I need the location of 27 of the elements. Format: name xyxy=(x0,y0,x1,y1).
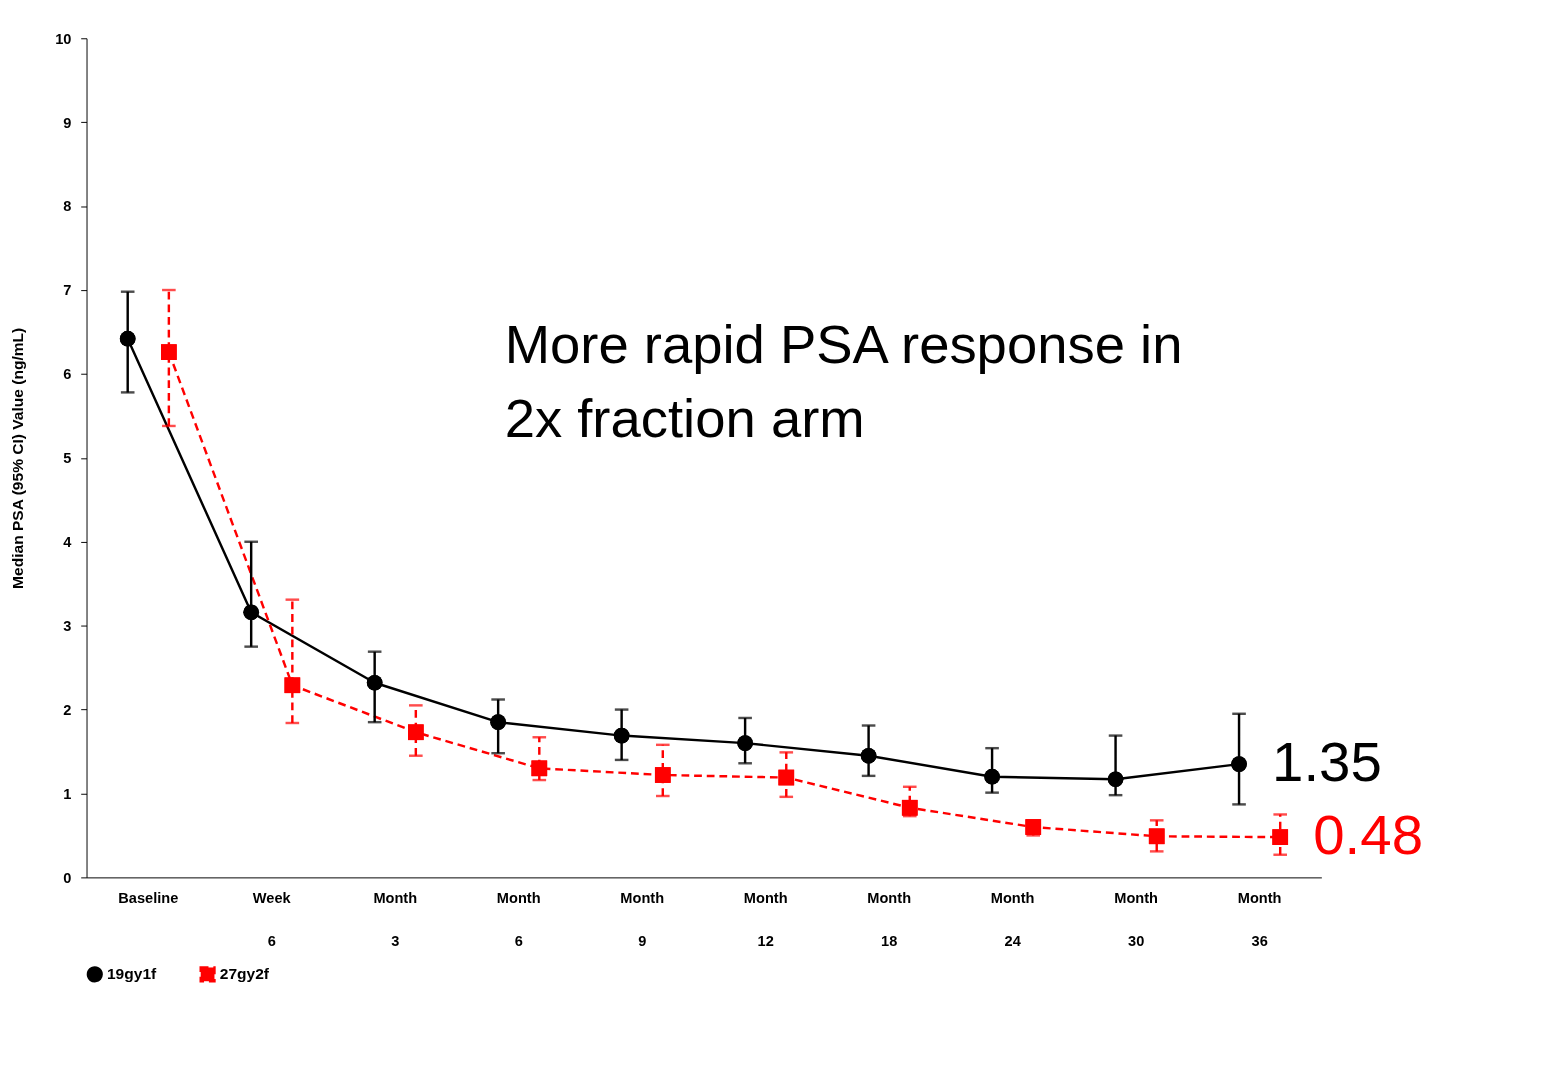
y-tick-label: 4 xyxy=(63,534,73,551)
y-tick-label: 0 xyxy=(63,869,72,886)
category-label: Month 18 xyxy=(867,890,912,949)
category-label: Month 12 xyxy=(743,890,788,949)
y-axis-title: Median PSA (95% CI) Value (ng/mL) xyxy=(9,327,27,589)
category-label: Month 30 xyxy=(1114,890,1158,949)
y-tick-label: 1 xyxy=(63,785,72,802)
y-tick-label: 2 xyxy=(63,701,72,718)
category-label: Week 6 xyxy=(252,890,291,949)
x-tick-label: Baseline xyxy=(118,890,179,907)
category-label: Month 36 xyxy=(1237,890,1282,949)
legend-label: 19gy1f xyxy=(106,965,158,983)
y-tick-label: 7 xyxy=(63,282,72,299)
y-tick-label: 10 xyxy=(55,30,72,47)
category-label: Month 6 xyxy=(496,890,541,949)
y-tick-label: 5 xyxy=(63,450,72,467)
y-tick-label: 3 xyxy=(63,618,72,635)
data-label: 0.48 xyxy=(1313,802,1423,866)
legend-label: 27gy2f xyxy=(219,965,270,983)
category-label: Month 3 xyxy=(373,890,418,949)
category-label: Month 24 xyxy=(990,890,1035,949)
y-tick-label: 8 xyxy=(63,198,72,215)
y-tick-label: 6 xyxy=(63,366,72,383)
data-label: 1.35 xyxy=(1272,729,1382,793)
annotation: More rapid PSA response in 2x fraction arm xyxy=(504,314,1183,449)
y-tick-label: 9 xyxy=(63,114,72,131)
category-label: Month 9 xyxy=(620,890,665,949)
